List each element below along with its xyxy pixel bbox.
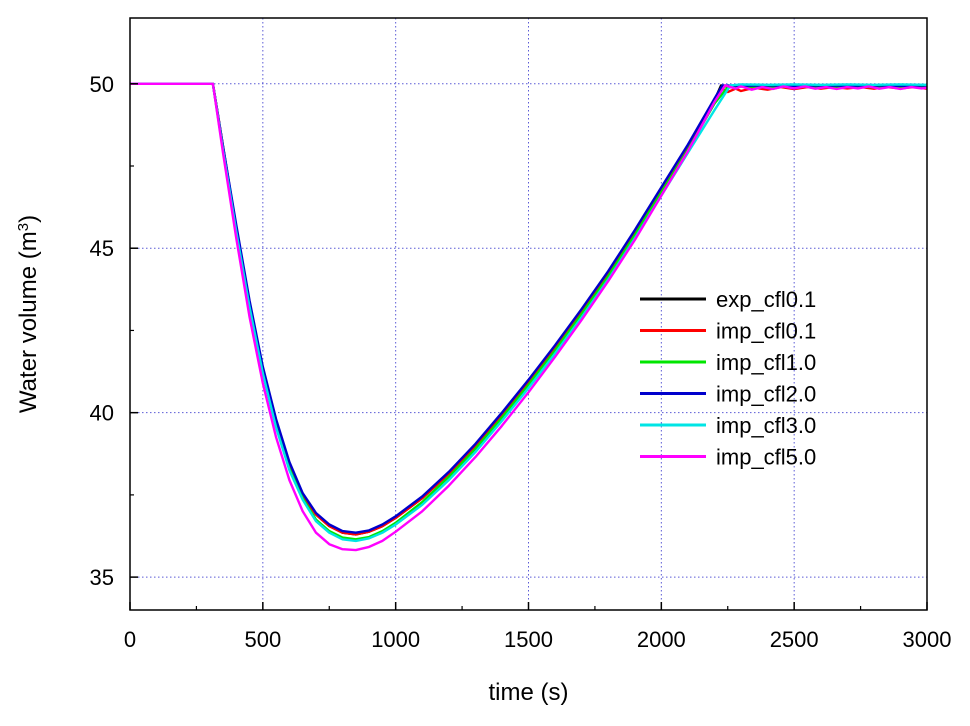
y-axis-title-close: ) xyxy=(15,215,42,223)
y-tick-label: 50 xyxy=(90,72,114,97)
legend-label-imp_cfl0.1: imp_cfl0.1 xyxy=(716,319,816,344)
x-tick-label: 1000 xyxy=(371,627,420,652)
x-tick-label: 500 xyxy=(244,627,281,652)
x-tick-label: 0 xyxy=(124,627,136,652)
y-axis-title: Water volume (m3) xyxy=(15,215,43,413)
grid-lines xyxy=(130,18,927,610)
x-tick-label: 3000 xyxy=(903,627,952,652)
y-axis-title-main: Water volume (m xyxy=(15,231,42,413)
series-line-imp_cfl3.0 xyxy=(130,82,928,543)
legend-label-imp_cfl1.0: imp_cfl1.0 xyxy=(716,350,816,375)
series-layer xyxy=(130,82,928,552)
series-line-imp_cfl5.0 xyxy=(130,82,928,552)
y-tick-label: 35 xyxy=(90,565,114,590)
legend-label-imp_cfl2.0: imp_cfl2.0 xyxy=(716,382,816,407)
legend-label-imp_cfl3.0: imp_cfl3.0 xyxy=(716,413,816,438)
legend-label-exp_cfl0.1: exp_cfl0.1 xyxy=(716,287,816,312)
legend: exp_cfl0.1 imp_cfl0.1 imp_cfl1.0 imp_cfl2.0… xyxy=(640,287,816,470)
x-tick-label: 2500 xyxy=(770,627,819,652)
y-axis-title-superscript: 3 xyxy=(15,223,32,231)
x-axis-title: time (s) xyxy=(489,679,569,706)
x-tick-label: 2000 xyxy=(637,627,686,652)
legend-label-imp_cfl5.0: imp_cfl5.0 xyxy=(716,445,816,470)
x-tick-label: 1500 xyxy=(504,627,553,652)
y-tick-label: 40 xyxy=(90,401,114,426)
y-tick-label: 45 xyxy=(90,236,114,261)
axis-ticks: 0 500 1000 1500 2000 2500 3000 35 40 45 50 xyxy=(90,72,952,652)
